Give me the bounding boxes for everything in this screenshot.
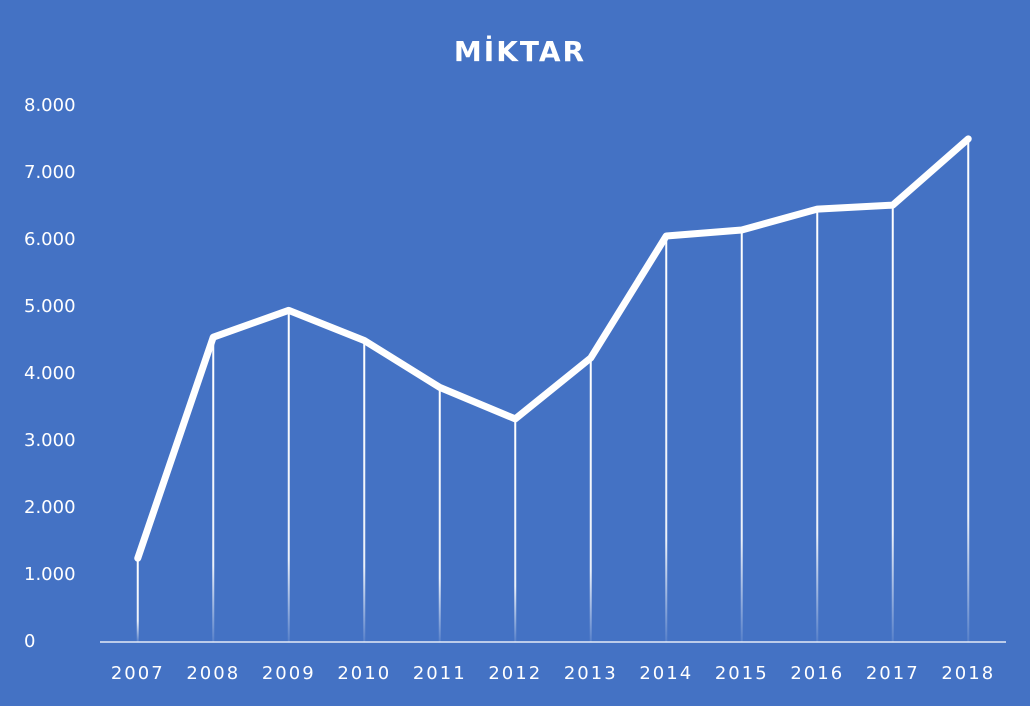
y-tick-label: 4.000 xyxy=(24,363,76,384)
y-tick-label: 6.000 xyxy=(24,229,76,250)
y-tick-label: 8.000 xyxy=(24,95,76,116)
x-tick-label: 2015 xyxy=(715,663,769,684)
x-tick-label: 2018 xyxy=(941,663,995,684)
x-tick-label: 2010 xyxy=(337,663,391,684)
y-tick-label: 7.000 xyxy=(24,162,76,183)
drop-line xyxy=(665,235,668,643)
y-tick-label: 1.000 xyxy=(24,564,76,585)
x-tick-label: 2011 xyxy=(413,663,467,684)
x-tick-label: 2008 xyxy=(186,663,240,684)
x-tick-label: 2009 xyxy=(262,663,316,684)
drop-line xyxy=(740,229,743,642)
x-tick-label: 2014 xyxy=(639,663,693,684)
x-tick-label: 2007 xyxy=(111,663,165,684)
y-tick-label: 0 xyxy=(24,631,35,652)
drop-line xyxy=(136,558,139,642)
x-tick-label: 2013 xyxy=(564,663,618,684)
drop-line xyxy=(514,418,517,642)
drop-line xyxy=(816,209,819,642)
x-tick-label: 2016 xyxy=(790,663,844,684)
drop-line xyxy=(438,387,441,642)
data-line xyxy=(134,135,972,562)
y-tick-label: 5.000 xyxy=(24,296,76,317)
y-tick-label: 2.000 xyxy=(24,497,76,518)
drop-line xyxy=(363,340,366,642)
x-tick-label: 2012 xyxy=(488,663,542,684)
x-tick-label: 2017 xyxy=(866,663,920,684)
drop-line xyxy=(287,310,290,642)
y-tick-label: 3.000 xyxy=(24,430,76,451)
drop-line xyxy=(589,357,592,642)
drop-line xyxy=(212,337,215,642)
chart-title: MİKTAR xyxy=(454,34,586,68)
drop-line xyxy=(967,138,970,642)
drop-line xyxy=(891,205,894,642)
